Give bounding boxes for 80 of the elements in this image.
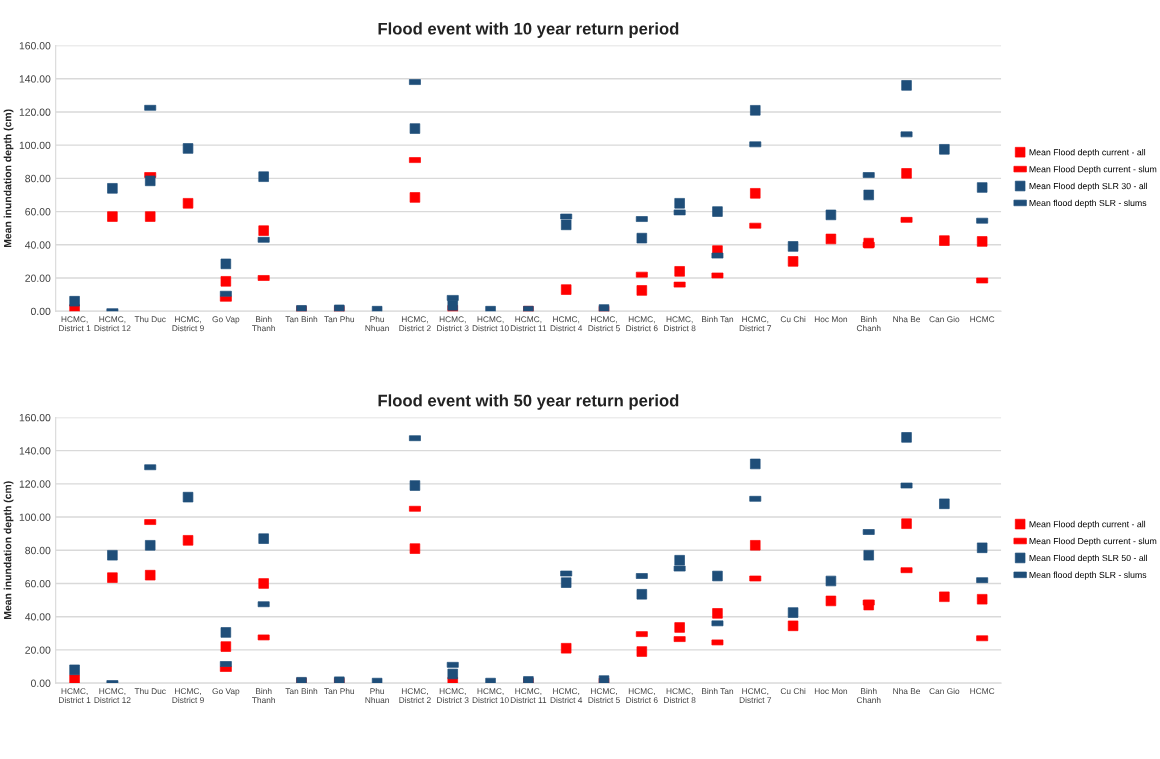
legend-label: Mean Flood Depth current - slum (1029, 165, 1157, 174)
x-tick-label: HCMC, District 9 (172, 316, 204, 332)
legend-label: Mean flood depth SLR - slums (1029, 199, 1147, 208)
legend-label: Mean Flood depth current - all (1029, 148, 1146, 158)
chart-title: Flood event with 10 year return period (378, 22, 679, 38)
y-tick-label: 120.00 (19, 108, 51, 116)
y-tick-label: 160.00 (19, 413, 51, 422)
x-tick-label: HCMC, District 12 (94, 316, 131, 332)
x-tick-label: HCMC, District 4 (550, 316, 583, 332)
x-tick-label: HCMC, District 5 (588, 316, 620, 332)
x-tick-label: Binh Tan (702, 687, 734, 695)
x-tick-label: HCMC, District 4 (550, 688, 583, 704)
x-tick-label: HCMC, District 8 (664, 316, 696, 332)
chart-title: Flood event with 50 year return period (378, 394, 679, 410)
y-tick-label: 140.00 (19, 447, 51, 455)
x-tick-label: HCMC, District 6 (626, 688, 658, 704)
y-tick-label: 80.00 (25, 546, 51, 555)
x-tick-label: Nha Be (893, 687, 921, 695)
x-tick-label: Binh Thanh (252, 687, 275, 704)
x-tick-label: Phu Nhuan (365, 316, 389, 332)
x-tick-label: Nha Be (893, 316, 921, 323)
x-tick-label: Hoc Mon (814, 316, 848, 323)
y-axis-title: Mean inundation depth (cm) (3, 109, 14, 248)
x-tick-label: HCMC, District 7 (739, 316, 772, 332)
x-tick-label: HCMC, District 9 (172, 688, 204, 704)
x-tick-label: HCMC, District 10 (472, 688, 509, 704)
x-tick-label: Tan Binh (285, 687, 318, 695)
legend-label: Mean Flood depth SLR 50 - all (1029, 554, 1147, 563)
x-tick-label: Go Vap (212, 688, 240, 696)
x-tick-label: HCMC (970, 316, 995, 323)
y-tick-label: 60.00 (25, 208, 51, 216)
x-tick-label: Binh Chanh (856, 687, 881, 704)
x-tick-label: Can Gio (929, 687, 960, 695)
x-tick-label: HCMC, District 1 (59, 688, 91, 704)
x-tick-label: HCMC, District 2 (399, 688, 431, 704)
y-axis-title: Mean inundation depth (cm) (3, 481, 14, 620)
x-tick-label: Thu Duc (134, 316, 166, 323)
legend-label: Mean Flood Depth current - slum (1029, 537, 1157, 546)
x-tick-label: Can Gio (929, 316, 960, 323)
x-tick-label: HCMC, District 1 (59, 316, 91, 332)
x-tick-label: Tan Phu (324, 687, 355, 695)
y-tick-label: 0.00 (30, 307, 51, 316)
legend-label: Mean Flood depth current - all (1029, 520, 1146, 529)
x-tick-label: HCMC, District 6 (626, 316, 658, 332)
x-tick-label: HCMC, District 2 (399, 316, 431, 332)
x-tick-label: Phu Nhuan (365, 687, 389, 704)
x-tick-label: HCMC, District 7 (739, 688, 772, 704)
x-tick-label: Tan Phu (324, 316, 355, 323)
x-tick-label: HCMC, District 5 (588, 688, 620, 704)
x-tick-label: Cu Chi (780, 316, 806, 323)
x-tick-label: Binh Tan (702, 316, 734, 323)
y-tick-label: 40.00 (24, 241, 51, 249)
y-tick-label: 100.00 (19, 513, 51, 521)
x-tick-label: Thu Duc (134, 687, 166, 695)
x-tick-label: Go Vap (212, 316, 240, 324)
y-tick-label: 40.00 (24, 613, 51, 621)
y-tick-label: 140.00 (19, 75, 51, 83)
x-tick-label: Binh Thanh (252, 316, 275, 332)
x-tick-label: HCMC, District 11 (510, 316, 547, 332)
x-tick-label: Cu Chi (780, 687, 806, 695)
legend-label: Mean Flood depth SLR 30 - all (1029, 182, 1147, 191)
x-tick-label: HCMC, District 3 (437, 688, 469, 704)
legend-label: Mean flood depth SLR - slums (1029, 571, 1147, 580)
y-tick-label: 60.00 (25, 579, 51, 588)
x-tick-label: HCMC, District 3 (437, 316, 469, 332)
y-tick-label: 160.00 (19, 42, 51, 50)
y-tick-label: 120.00 (19, 480, 51, 488)
x-tick-label: Tan Binh (285, 316, 318, 323)
x-tick-label: HCMC, District 8 (664, 688, 696, 704)
x-tick-label: HCMC, District 11 (510, 688, 547, 704)
x-tick-label: HCMC (970, 688, 995, 695)
y-tick-label: 0.00 (30, 679, 51, 687)
x-tick-label: HCMC, District 10 (472, 316, 509, 332)
y-tick-label: 80.00 (25, 174, 51, 183)
x-tick-label: HCMC, District 12 (94, 688, 131, 704)
y-tick-label: 100.00 (19, 141, 51, 150)
x-tick-label: Binh Chanh (856, 316, 881, 332)
y-tick-label: 20.00 (25, 646, 51, 654)
x-tick-label: Hoc Mon (814, 688, 848, 695)
y-tick-label: 20.00 (25, 274, 51, 282)
